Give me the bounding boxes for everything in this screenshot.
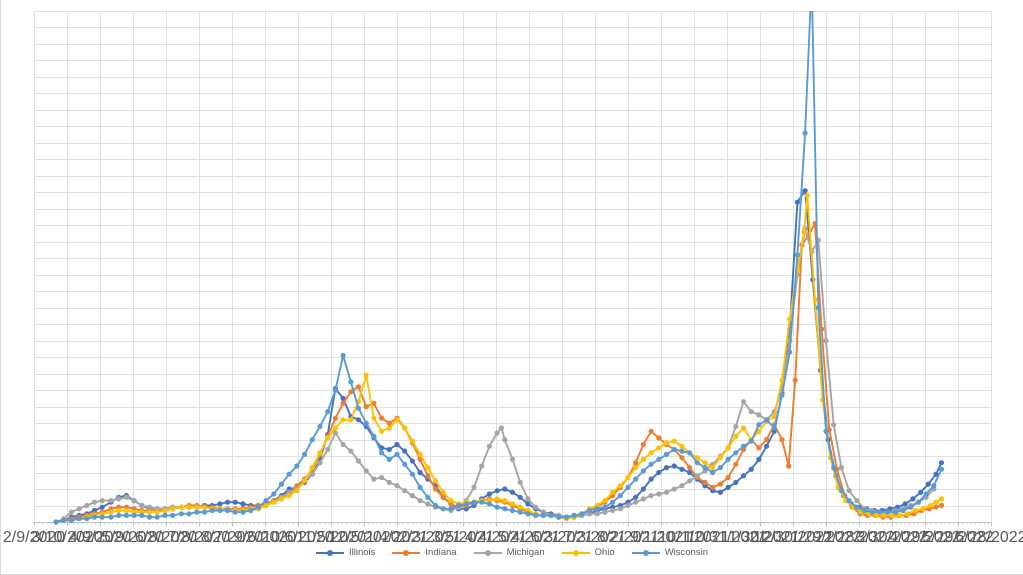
legend-label: Wisconsin (664, 547, 708, 558)
legend-marker-icon (392, 549, 421, 556)
legend-marker-icon (561, 549, 590, 556)
series-michigan-markers (53, 226, 937, 525)
legend-label: Ohio (594, 547, 615, 558)
x-axis (33, 522, 992, 526)
legend-label: Illinois (349, 547, 376, 558)
legend-label: Michigan (506, 547, 545, 558)
series-wisconsin-markers (53, 130, 945, 525)
legend-item-illinois[interactable]: Illinois (316, 547, 375, 558)
horizontal-gridlines (34, 11, 991, 507)
series-wisconsin (53, 11, 945, 525)
legend-item-wisconsin[interactable]: Wisconsin (631, 547, 708, 558)
chart-legend: Illinois Indiana Michigan Ohio Wisconsin (1, 547, 1023, 558)
legend-label: Indiana (425, 547, 457, 558)
legend-item-ohio[interactable]: Ohio (561, 547, 615, 558)
legend-marker-icon (316, 549, 344, 556)
series-michigan (53, 226, 937, 525)
vertical-gridlines (34, 11, 992, 522)
legend-marker-icon (631, 549, 660, 556)
legend-item-indiana[interactable]: Indiana (392, 547, 457, 558)
series-indiana (53, 221, 945, 525)
legend-item-michigan[interactable]: Michigan (473, 547, 545, 558)
series-indiana-markers (53, 221, 945, 525)
legend-marker-icon (473, 549, 502, 556)
